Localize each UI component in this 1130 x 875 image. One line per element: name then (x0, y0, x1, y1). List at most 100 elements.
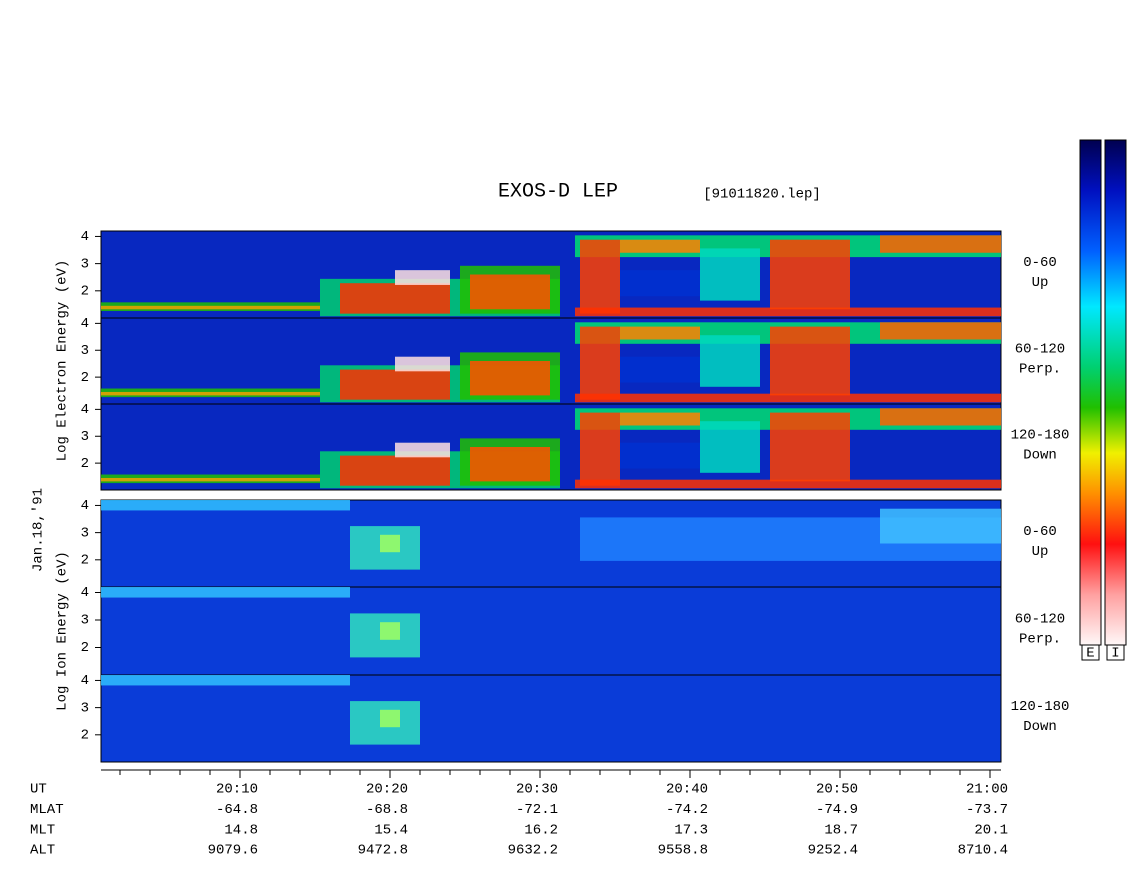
spectrogram-texture (470, 274, 550, 310)
panel-label: 60-120 (1015, 342, 1065, 358)
spectrogram-texture (620, 270, 700, 297)
orbit-value: 18.7 (824, 822, 858, 838)
spectrogram-texture (340, 283, 450, 314)
spectrogram-texture (395, 270, 450, 285)
y-tick-label: 3 (81, 256, 89, 272)
spectrogram-texture (580, 326, 620, 400)
orbit-value: 9079.6 (208, 843, 258, 859)
spectrogram-texture (101, 305, 320, 310)
spectrogram-texture (575, 307, 1001, 317)
y-tick-label: 2 (81, 640, 89, 656)
panel-label: 120-180 (1011, 428, 1070, 444)
orbit-value: 17.3 (674, 822, 708, 838)
panel-label: 0-60 (1023, 524, 1057, 540)
orbit-row-name: MLT (30, 822, 55, 838)
y-tick-label: 3 (81, 429, 89, 445)
spectrogram-texture (101, 500, 350, 511)
orbit-value: 9632.2 (508, 843, 558, 859)
orbit-row-name: ALT (30, 843, 55, 859)
orbit-value: 9558.8 (658, 843, 708, 859)
spectrogram-texture (620, 356, 700, 383)
spectrogram-texture (880, 408, 1001, 426)
spectrogram-texture (101, 675, 350, 686)
colorbar-label-box (1106, 644, 1125, 661)
spectrogram-texture (470, 447, 550, 482)
panel-label: 60-120 (1015, 612, 1065, 628)
spectrogram-texture (700, 248, 760, 301)
spectrogram-panel (100, 586, 1002, 676)
orbit-value: -64.8 (216, 802, 258, 818)
y-tick-label: 4 (81, 316, 89, 332)
date: Jan.18,'91 (31, 488, 47, 572)
spectrogram-texture (700, 335, 760, 387)
y-tick-label: 3 (81, 700, 89, 716)
spectrogram-texture (380, 622, 400, 640)
panel-sublabel: Up (1032, 275, 1049, 291)
orbit-value: 16.2 (524, 822, 558, 838)
y-tick-label: 2 (81, 728, 89, 744)
orbit-value: -74.2 (666, 802, 708, 818)
orbit-value: -68.8 (366, 802, 408, 818)
orbit-value: 8710.4 (958, 843, 1008, 859)
spectrogram-texture (770, 412, 850, 482)
spectrogram-texture (580, 239, 620, 314)
orbit-row-name: UT (30, 782, 47, 798)
orbit-value: -74.9 (816, 802, 858, 818)
colorbar (1079, 139, 1102, 646)
orbit-value: 9252.4 (808, 843, 858, 859)
spectrogram-texture (101, 391, 320, 396)
orbit-value: 20:20 (366, 782, 408, 798)
group-label: Log Ion Energy (eV) (55, 551, 71, 711)
panel-sublabel: Perp. (1019, 362, 1061, 378)
y-tick-label: 3 (81, 525, 89, 541)
spectrogram-texture (620, 412, 700, 426)
spectrogram-texture (575, 479, 1001, 489)
spectrogram-texture (101, 587, 350, 598)
spectrogram-panel (100, 674, 1002, 763)
colorbar (1104, 139, 1127, 646)
spectrogram-texture (340, 369, 450, 400)
orbit-value: 20.1 (974, 822, 1008, 838)
spectrogram-texture (575, 393, 1001, 403)
y-tick-label: 2 (81, 284, 89, 300)
y-tick-label: 4 (81, 498, 89, 514)
spectrogram-texture (395, 442, 450, 458)
panel-sublabel: Down (1023, 719, 1057, 735)
file-name: [91011820.lep] (703, 187, 821, 203)
spectrogram-texture (395, 356, 450, 372)
spectrogram-texture (770, 239, 850, 310)
panel-sublabel: Perp. (1019, 632, 1061, 648)
orbit-value: 21:00 (966, 782, 1008, 798)
orbit-value: -72.1 (516, 802, 558, 818)
group-label: Log Electron Energy (eV) (55, 260, 71, 462)
orbit-value: 20:40 (666, 782, 708, 798)
orbit-value: 9472.8 (358, 843, 408, 859)
y-tick-label: 2 (81, 370, 89, 386)
orbit-value: -73.7 (966, 802, 1008, 818)
panel-label: 0-60 (1023, 255, 1057, 271)
spectrogram-texture (620, 239, 700, 253)
spectrogram-texture (620, 442, 700, 469)
spectrogram-texture (620, 326, 700, 340)
y-tick-label: 2 (81, 553, 89, 569)
colorbar-label: E (1086, 646, 1094, 662)
y-tick-label: 3 (81, 613, 89, 629)
spectrogram-texture (580, 412, 620, 486)
y-tick-label: 3 (81, 343, 89, 359)
orbit-row-name: MLAT (30, 802, 64, 818)
spectrogram-texture (101, 477, 320, 482)
title: EXOS-D LEP (498, 180, 618, 203)
spectrogram-texture (880, 235, 1001, 253)
spectrogram-texture (340, 455, 450, 486)
panel-sublabel: Down (1023, 448, 1057, 464)
spectrogram-texture (700, 421, 760, 473)
orbit-value: 20:30 (516, 782, 558, 798)
orbit-value: 14.8 (224, 822, 258, 838)
y-tick-label: 4 (81, 585, 89, 601)
orbit-value: 20:50 (816, 782, 858, 798)
panel-sublabel: Up (1032, 544, 1049, 560)
colorbar-label: I (1111, 646, 1119, 662)
orbit-value: 15.4 (374, 822, 408, 838)
spectrogram-texture (880, 322, 1001, 340)
